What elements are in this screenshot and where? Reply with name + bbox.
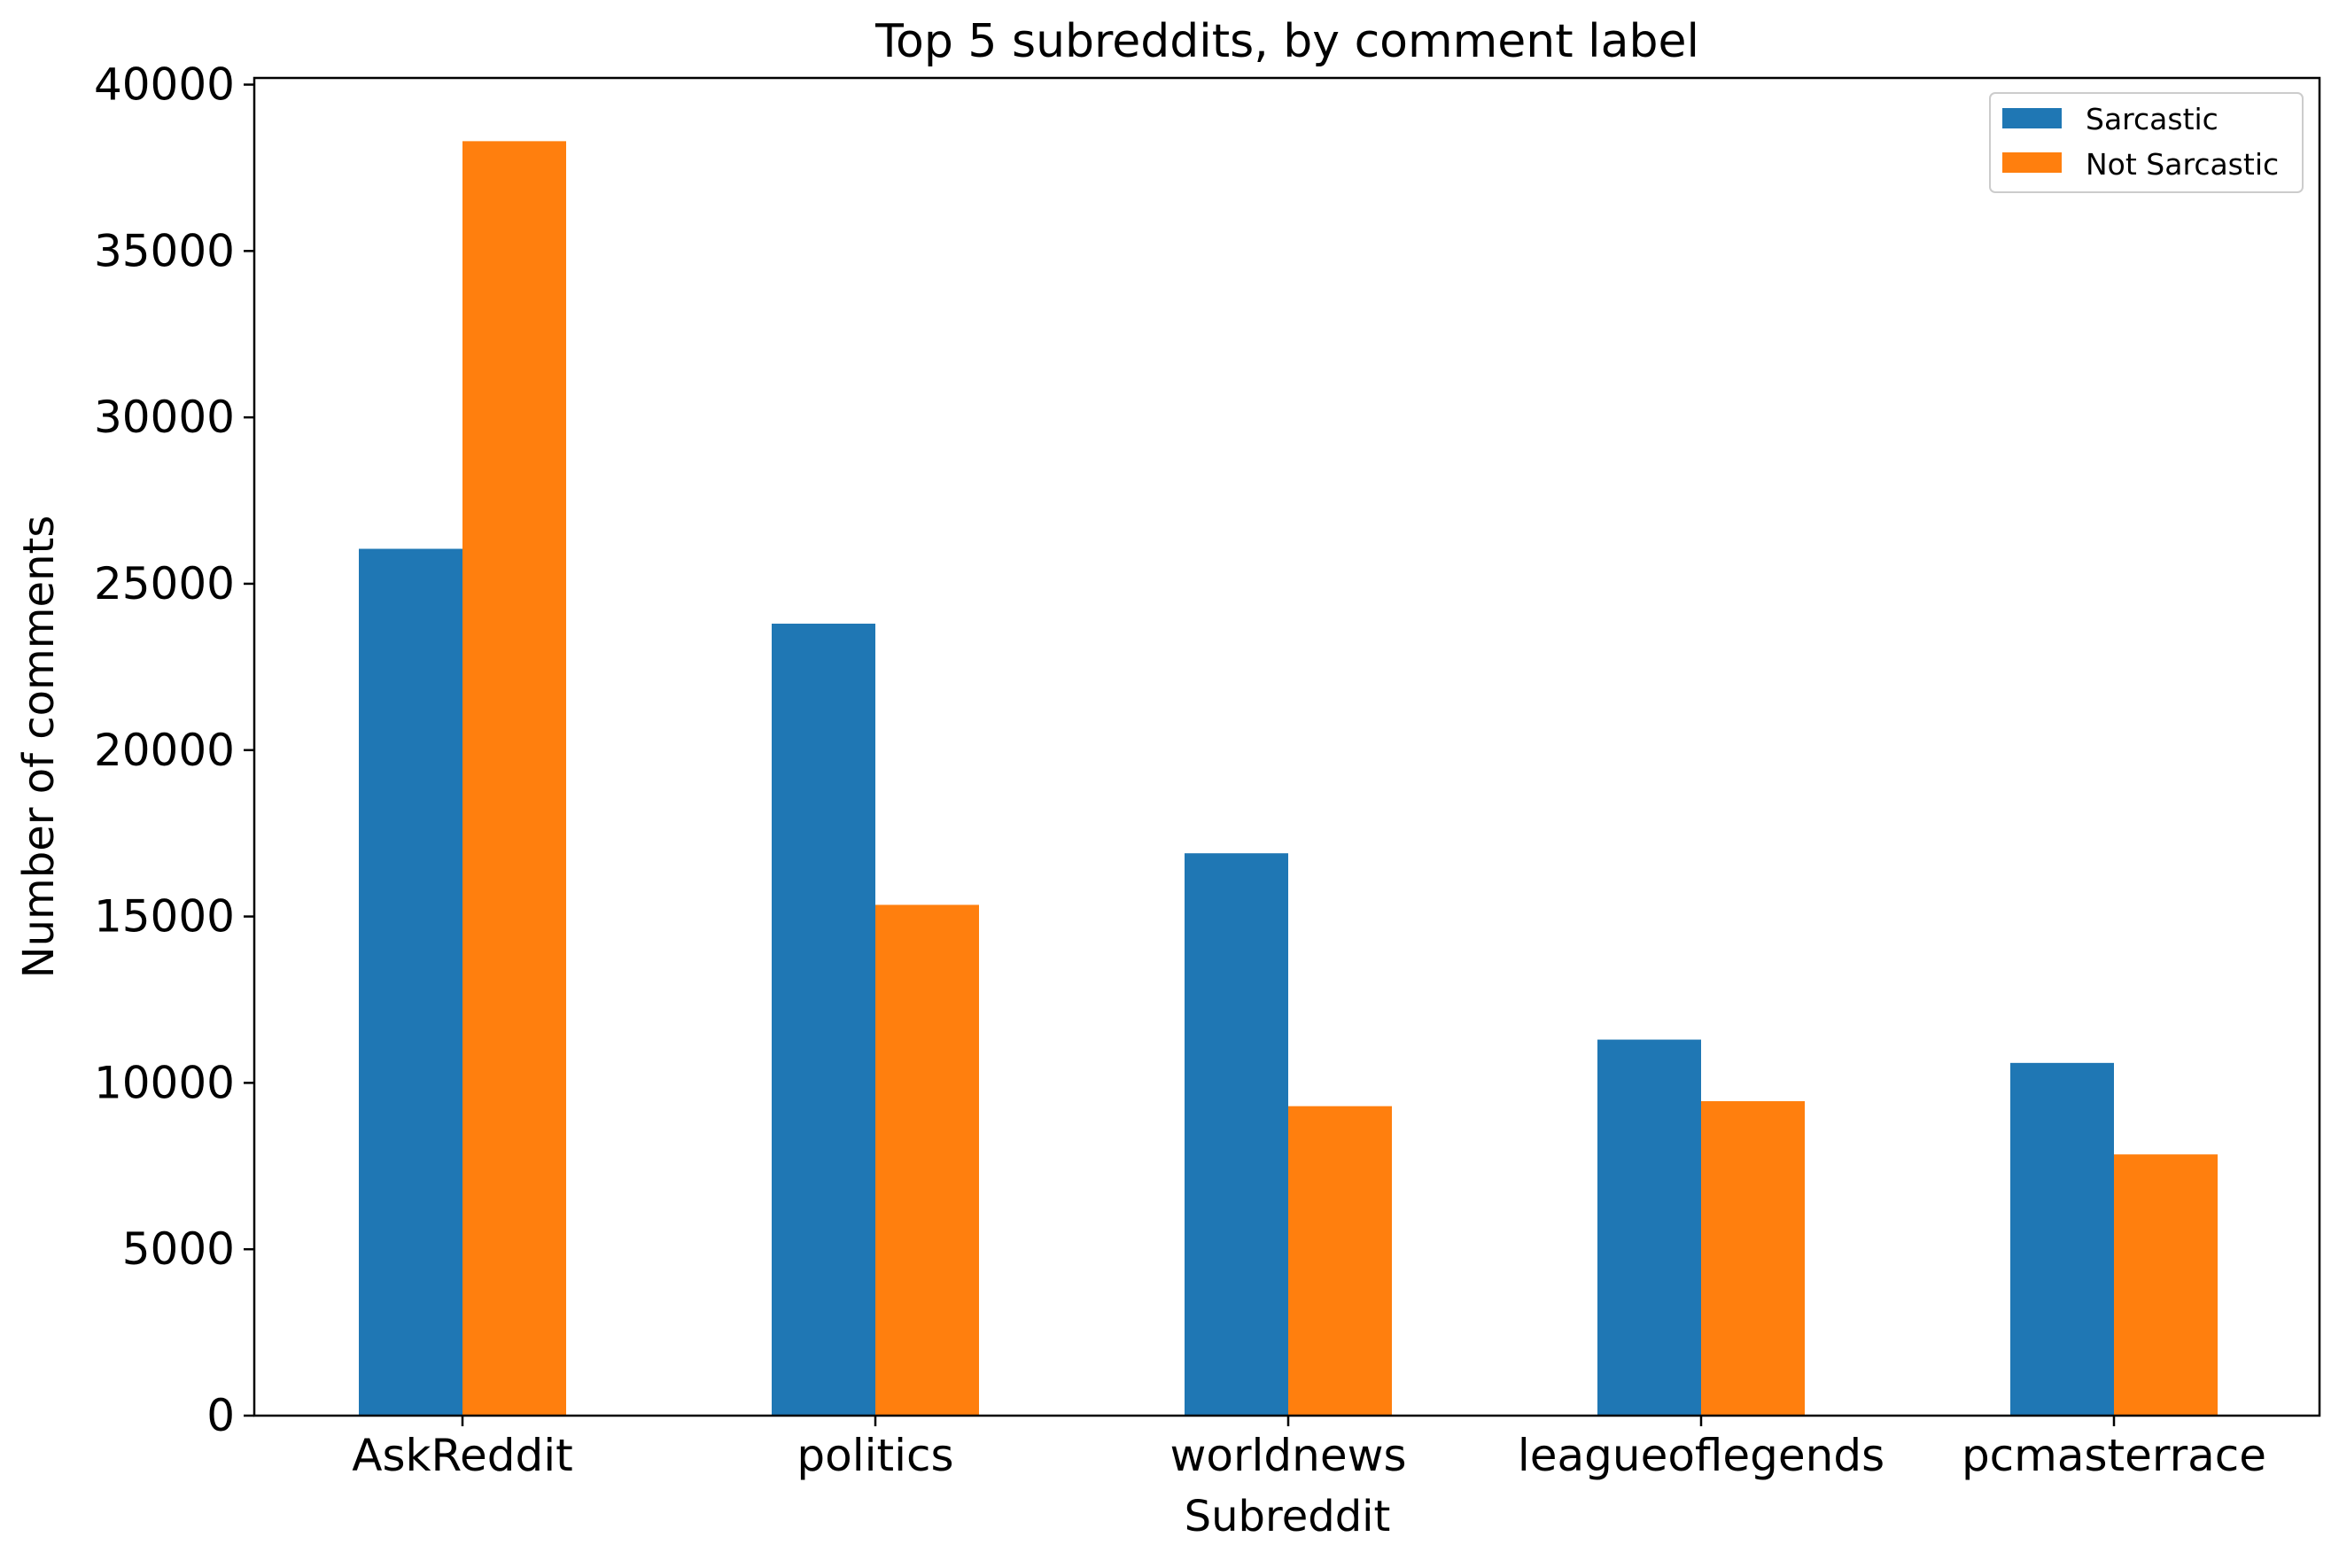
legend-label-not-sarcastic: Not Sarcastic (2086, 147, 2279, 182)
x-tick-label-leagueoflegends: leagueoflegends (1518, 1430, 1884, 1481)
y-axis: 0 5000 10000 15000 20000 25000 30000 35000 40000 (94, 59, 254, 1441)
x-axis-label: Subreddit (1185, 1492, 1391, 1541)
bar-not-sarcastic-askreddit (462, 141, 566, 1416)
x-tick-label-pcmasterrace: pcmasterrace (1962, 1430, 2266, 1481)
legend-swatch-sarcastic (2002, 108, 2062, 128)
bar-sarcastic-pcmasterrace (2010, 1062, 2114, 1416)
y-tick-label: 15000 (94, 891, 235, 943)
x-tick-label-politics: politics (797, 1430, 953, 1481)
bar-not-sarcastic-pcmasterrace (2114, 1154, 2218, 1416)
y-tick-label: 10000 (94, 1057, 235, 1108)
y-tick-label: 30000 (94, 392, 235, 443)
plot-frame (253, 76, 2321, 1417)
bar-not-sarcastic-leagueoflegends (1701, 1101, 1805, 1416)
bar-not-sarcastic-politics (875, 904, 979, 1416)
legend-label-sarcastic: Sarcastic (2086, 102, 2219, 136)
y-tick-label: 0 (206, 1390, 235, 1441)
bar-sarcastic-politics (772, 624, 875, 1416)
y-tick-label: 20000 (94, 725, 235, 776)
bars-layer (359, 141, 2218, 1416)
bar-sarcastic-leagueoflegends (1597, 1039, 1701, 1416)
legend: Sarcastic Not Sarcastic (1989, 92, 2304, 193)
x-tick-label-worldnews: worldnews (1170, 1430, 1406, 1481)
legend-swatch-not-sarcastic (2002, 152, 2062, 173)
x-axis: AskReddit politics worldnews leagueoflegend… (352, 1416, 2266, 1481)
bar-sarcastic-askreddit (359, 548, 462, 1416)
y-tick-label: 35000 (94, 225, 235, 276)
chart-title: Top 5 subreddits, by comment label (874, 15, 1699, 68)
y-tick-label: 25000 (94, 558, 235, 609)
bar-sarcastic-worldnews (1185, 853, 1288, 1416)
y-axis-label: Number of comments (14, 516, 64, 979)
y-tick-label: 5000 (122, 1223, 235, 1275)
x-tick-label-askreddit: AskReddit (352, 1430, 572, 1481)
bar-not-sarcastic-worldnews (1288, 1106, 1392, 1416)
y-tick-label: 40000 (94, 59, 235, 111)
legend-box (1989, 92, 2304, 193)
